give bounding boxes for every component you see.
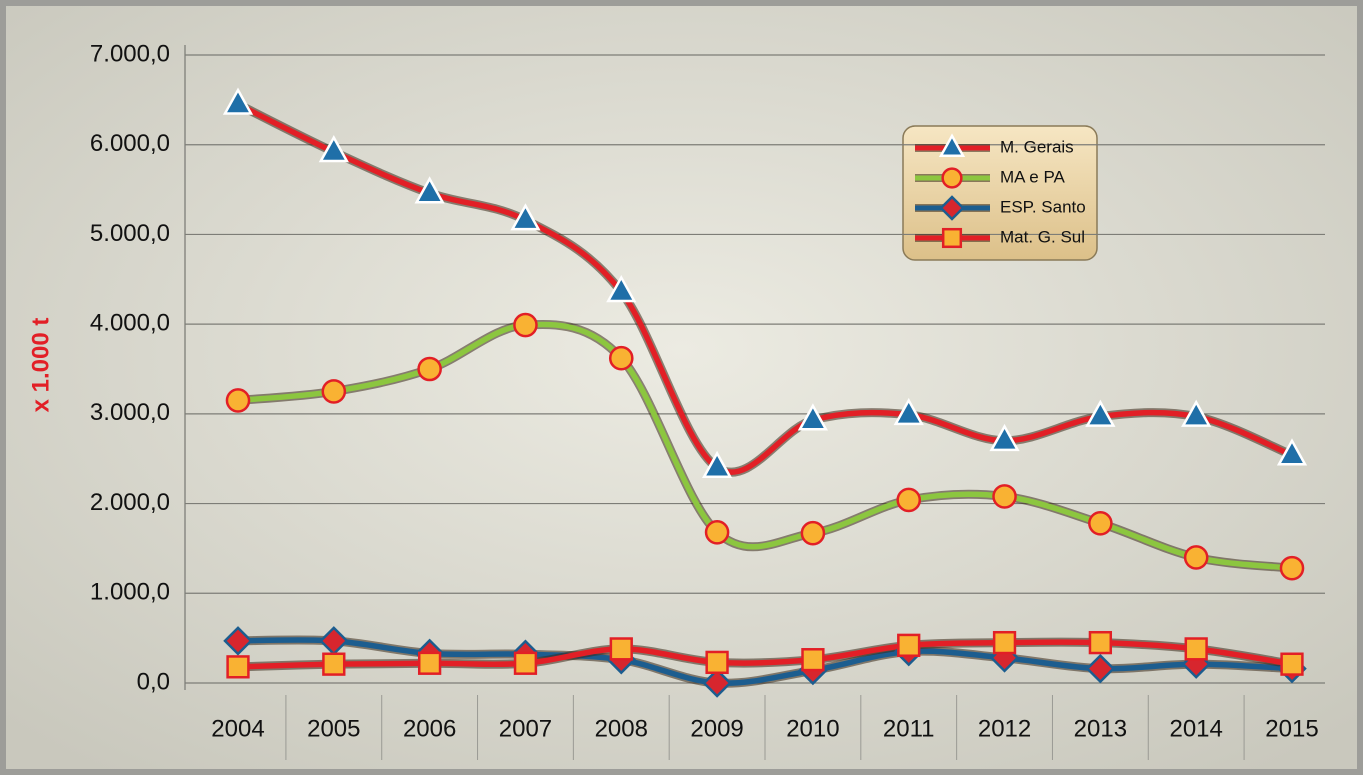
marker: [513, 312, 538, 338]
y-tick-label: 3.000,0: [90, 399, 170, 426]
y-tick-label: 5.000,0: [90, 220, 170, 247]
x-tick-label: 2004: [211, 715, 264, 742]
x-tick-label: 2006: [403, 715, 456, 742]
y-tick-label: 0,0: [137, 668, 170, 695]
x-tick-label: 2014: [1169, 715, 1222, 742]
marker: [939, 195, 965, 221]
marker: [513, 651, 538, 675]
x-tick-label: 2013: [1074, 715, 1127, 742]
x-tick-label: 2008: [595, 715, 648, 742]
marker: [609, 637, 633, 661]
marker: [414, 176, 445, 204]
marker: [222, 87, 254, 115]
marker: [704, 519, 730, 545]
x-tick-label: 2009: [690, 715, 743, 742]
y-axis-label: x 1.000 t: [27, 318, 54, 413]
marker: [705, 650, 729, 675]
marker: [1088, 630, 1113, 655]
marker: [989, 423, 1020, 452]
x-tick-label: 2011: [883, 715, 935, 742]
legend-label: ESP. Santo: [1000, 197, 1086, 216]
marker: [992, 630, 1017, 655]
marker: [417, 651, 442, 675]
y-tick-label: 7.000,0: [90, 40, 170, 67]
marker: [417, 356, 442, 382]
y-tick-label: 6.000,0: [90, 130, 170, 157]
marker: [701, 450, 733, 479]
y-tick-label: 4.000,0: [90, 309, 170, 336]
marker: [223, 626, 253, 656]
marker: [1280, 652, 1304, 676]
marker: [225, 388, 251, 413]
marker: [1181, 399, 1212, 427]
marker: [226, 655, 250, 679]
legend-label: Mat. G. Sul: [1000, 227, 1085, 246]
marker: [801, 648, 825, 672]
marker: [606, 274, 637, 303]
marker: [938, 133, 966, 157]
marker: [608, 345, 634, 371]
marker: [510, 203, 541, 231]
marker: [1088, 511, 1113, 536]
marker: [702, 668, 732, 698]
y-tick-label: 1.000,0: [90, 579, 170, 606]
marker: [1279, 555, 1305, 581]
marker: [1085, 653, 1116, 684]
x-tick-label: 2005: [307, 715, 360, 742]
legend-label: MA e PA: [1000, 167, 1066, 186]
marker: [992, 484, 1017, 509]
marker: [321, 379, 347, 404]
marker: [318, 135, 349, 163]
legend-box: [902, 125, 1098, 261]
marker: [322, 652, 346, 676]
marker: [893, 397, 924, 426]
marker: [941, 167, 963, 189]
x-tick-label: 2007: [499, 715, 552, 742]
marker: [941, 227, 963, 249]
x-tick-label: 2012: [978, 715, 1031, 742]
marker: [800, 520, 826, 546]
marker: [897, 633, 921, 657]
legend-label: M. Gerais: [1000, 137, 1074, 156]
marker: [1085, 399, 1116, 427]
marker: [797, 403, 829, 431]
x-tick-label: 2010: [786, 715, 839, 742]
y-tick-label: 2.000,0: [90, 489, 170, 516]
marker: [1184, 637, 1208, 661]
marker: [896, 487, 922, 513]
marker: [1183, 545, 1209, 570]
marker: [1276, 438, 1308, 466]
x-tick-label: 2015: [1265, 715, 1318, 742]
